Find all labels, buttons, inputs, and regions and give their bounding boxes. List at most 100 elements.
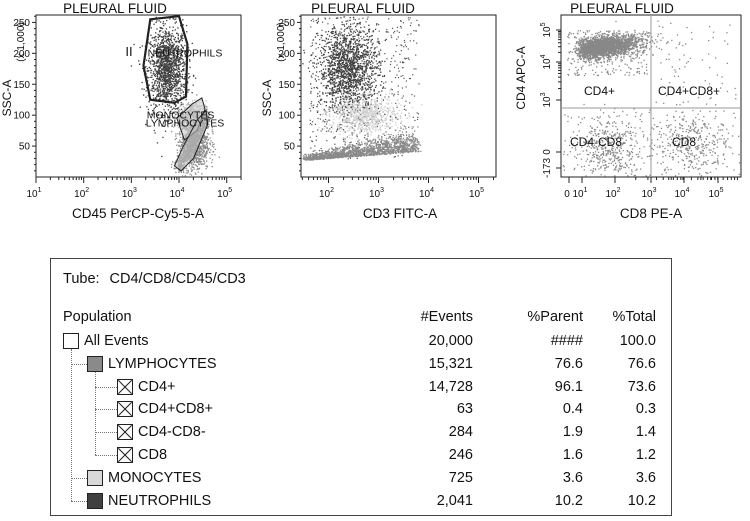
event-dot	[376, 97, 378, 99]
event-dot	[351, 73, 354, 76]
event-dot	[165, 32, 168, 34]
event-dot	[317, 110, 319, 112]
event-dot	[177, 101, 179, 104]
event-dot	[196, 165, 198, 168]
event-dot	[372, 42, 374, 45]
event-dot	[175, 66, 178, 68]
event-dot	[164, 68, 167, 70]
event-dot	[317, 129, 319, 131]
event-dot	[350, 57, 352, 59]
event-dot	[376, 46, 378, 48]
event-dot	[207, 122, 209, 124]
event-dot	[171, 61, 174, 63]
event-dot	[317, 34, 319, 37]
event-dot	[207, 148, 209, 150]
event-dot	[164, 74, 166, 76]
event-dot	[176, 107, 178, 110]
event-dot	[362, 57, 365, 59]
event-dot	[168, 66, 170, 68]
event-dot	[349, 98, 352, 100]
event-dot	[165, 95, 167, 97]
event-dot	[168, 38, 170, 41]
event-dot	[158, 70, 160, 73]
event-dot	[176, 111, 179, 113]
event-dot	[343, 25, 346, 27]
event-dot	[158, 87, 160, 89]
event-dot	[176, 144, 178, 146]
event-dot	[172, 86, 175, 89]
event-dot	[153, 113, 156, 115]
event-dot	[177, 74, 179, 77]
event-dot	[203, 135, 206, 138]
event-dot	[199, 160, 201, 162]
event-dot	[342, 51, 344, 53]
event-dot	[342, 87, 345, 89]
event-dot	[378, 135, 380, 137]
event-dot	[351, 66, 353, 68]
event-dot	[355, 79, 357, 81]
event-dot	[330, 65, 333, 67]
event-dot	[334, 82, 336, 85]
event-dot	[205, 157, 207, 159]
event-dot	[167, 43, 170, 45]
event-dot	[158, 104, 160, 106]
event-dot	[161, 63, 163, 66]
event-dot	[312, 52, 314, 54]
event-dot	[181, 111, 183, 113]
y-axis-label: SSC-A	[0, 80, 14, 117]
event-dot	[326, 151, 328, 153]
event-dot	[156, 95, 158, 97]
event-dot	[145, 87, 148, 89]
event-dot	[160, 56, 162, 58]
event-dot	[362, 85, 364, 88]
event-dot	[206, 108, 208, 111]
event-dot	[201, 158, 203, 160]
event-dot	[320, 52, 323, 54]
event-dot	[179, 61, 181, 63]
event-dot	[172, 50, 175, 52]
event-dot	[354, 31, 357, 33]
event-dot	[203, 135, 206, 137]
event-dot	[336, 71, 339, 73]
event-dot	[207, 149, 209, 151]
event-dot	[355, 82, 358, 84]
event-dot	[342, 138, 344, 140]
event-dot	[169, 48, 171, 51]
event-dot	[167, 74, 170, 77]
event-dot	[160, 53, 163, 55]
event-dot	[169, 76, 171, 78]
event-dot	[162, 95, 164, 97]
event-dot	[418, 25, 420, 27]
event-dot	[164, 88, 166, 90]
event-dot	[346, 109, 348, 112]
event-dot	[357, 22, 359, 25]
event-dot	[141, 81, 143, 84]
event-dot	[342, 56, 344, 58]
event-dot	[418, 150, 420, 152]
event-dot	[345, 49, 348, 51]
event-dot	[366, 18, 368, 20]
event-dot	[363, 49, 365, 52]
event-dot	[173, 72, 175, 74]
event-dot	[371, 44, 373, 46]
event-dot	[330, 69, 332, 72]
event-dot	[357, 93, 359, 96]
event-dot	[161, 39, 163, 41]
event-dot	[351, 91, 353, 93]
event-dot	[133, 43, 135, 46]
event-dot	[206, 106, 208, 108]
event-dot	[170, 63, 173, 66]
event-dot	[342, 59, 344, 61]
event-dot	[343, 87, 345, 90]
event-dot	[158, 20, 160, 22]
event-dot	[152, 65, 155, 67]
event-dot	[322, 78, 324, 81]
event-dot	[320, 147, 322, 150]
event-dot	[167, 56, 169, 58]
event-dot	[162, 136, 164, 139]
event-dot	[356, 97, 359, 99]
event-dot	[174, 122, 177, 124]
event-dot	[176, 64, 178, 67]
event-dot	[369, 91, 371, 93]
event-dot	[213, 146, 215, 148]
